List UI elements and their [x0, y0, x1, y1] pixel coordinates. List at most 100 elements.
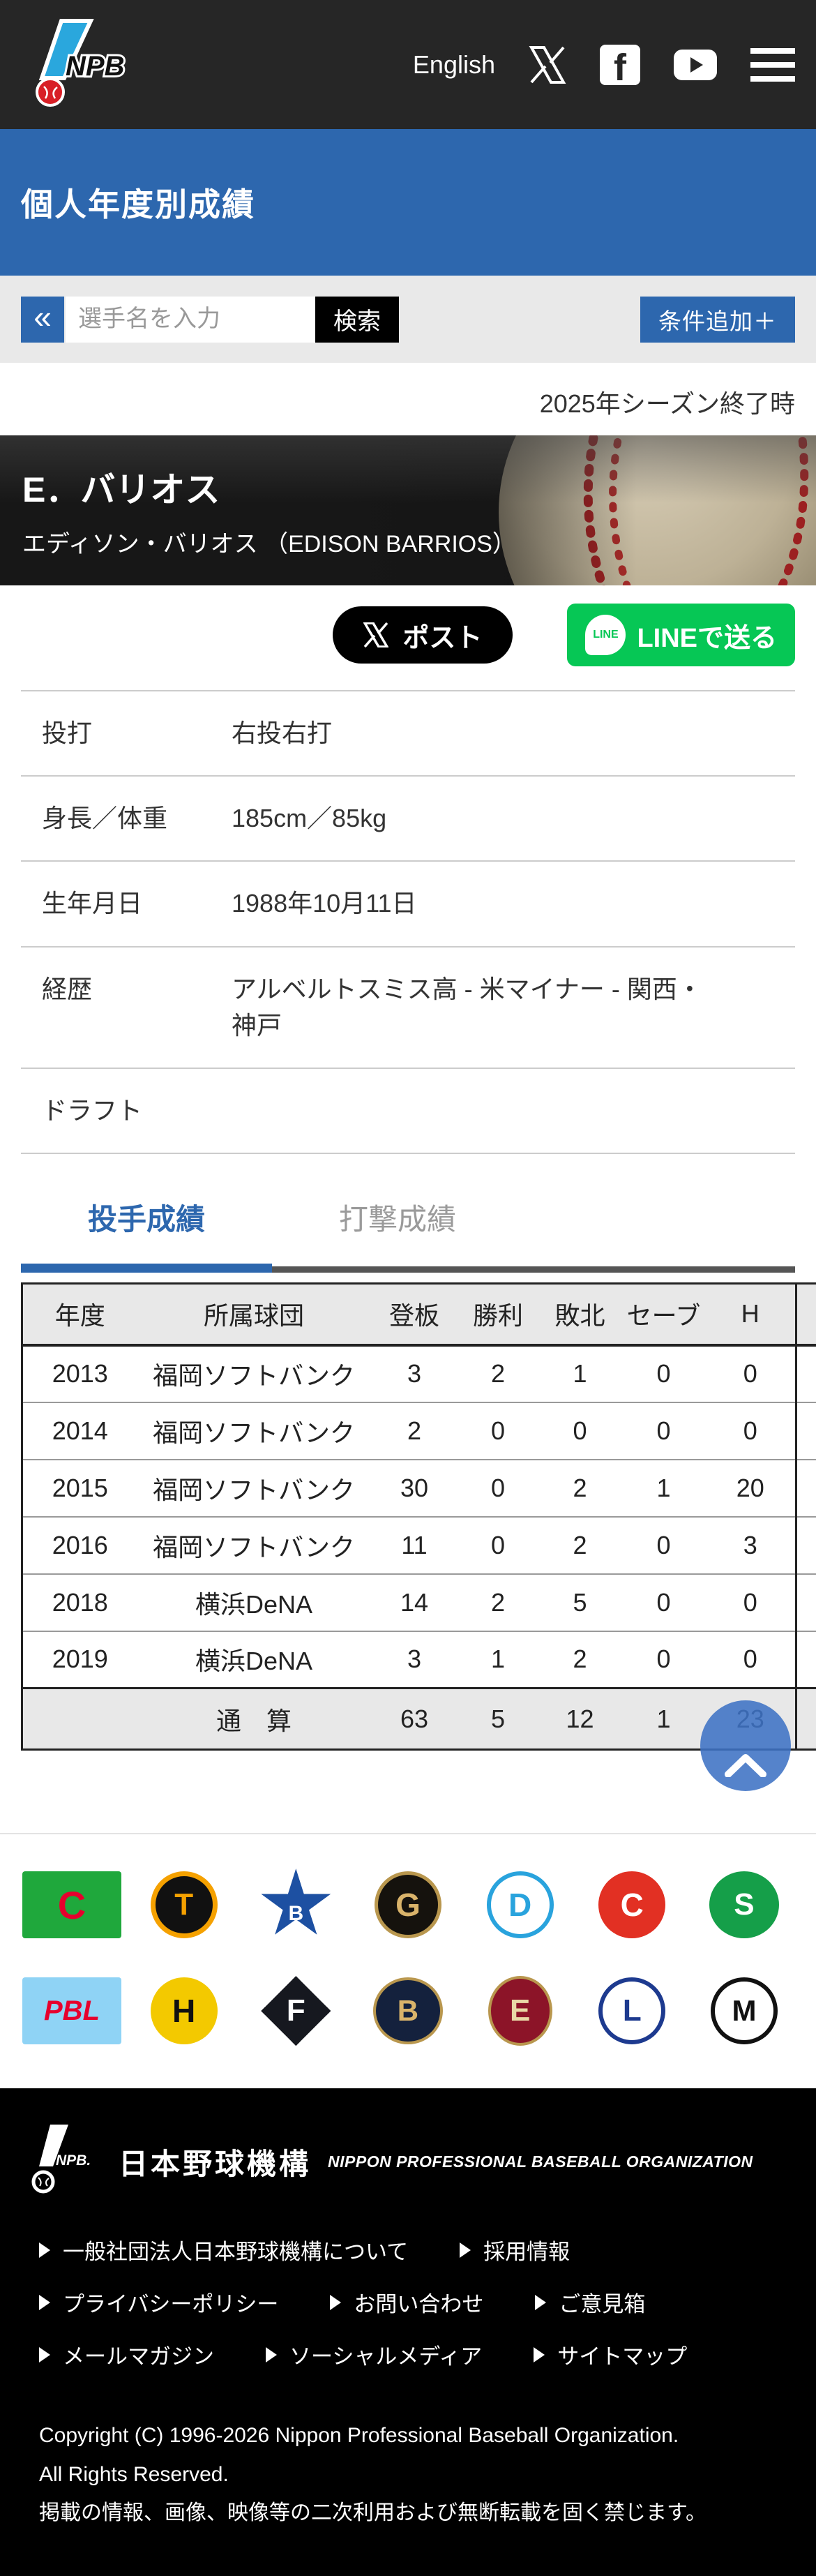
team-logo-central-league[interactable]: C [20, 1866, 124, 1943]
profile-value [232, 1093, 727, 1129]
footer-link-privacy-policy[interactable]: プライバシーポリシー [39, 2286, 278, 2318]
footer-link-sitemap[interactable]: サイトマップ [534, 2339, 687, 2370]
profile-label: 経歴 [42, 971, 232, 1044]
buffaloes-icon: B [373, 1977, 443, 2044]
footer-logo-row: NPB. 日本野球機構 NIPPON PROFESSIONAL BASEBALL… [0, 2122, 816, 2202]
hanshin-tigers-icon: T [151, 1871, 218, 1938]
profile-label: 身長／体重 [42, 800, 232, 837]
share-row: ポスト LINE LINEで送る [0, 585, 816, 690]
stats-cell: 2016 [22, 1517, 137, 1574]
page-banner: 個人年度別成績 [0, 129, 816, 276]
team-logo-yakult-swallows[interactable]: S [692, 1866, 796, 1943]
pacific-league-row: PBL H F B E L M [20, 1972, 796, 2049]
arrow-right-icon [39, 2242, 50, 2258]
team-logo-yomiuri-giants[interactable]: G [356, 1866, 460, 1943]
facebook-icon[interactable]: f [600, 45, 640, 85]
x-twitter-icon[interactable] [529, 46, 566, 84]
stats-cell: 2013 [22, 1345, 137, 1402]
stats-header-cell: 登板 [371, 1284, 458, 1345]
npb-logo[interactable]: NPB [21, 17, 141, 112]
team-logo-rakuten-eagles[interactable]: E [468, 1972, 573, 2049]
stats-cell: 14 [371, 1574, 458, 1631]
stats-header-cell: セーブ [622, 1284, 706, 1345]
stats-cell: 0 [622, 1517, 706, 1574]
stats-cell: 0 [622, 1574, 706, 1631]
profile-value: 1988年10月11日 [232, 885, 727, 922]
profile-label: ドラフト [42, 1093, 232, 1129]
scroll-top-button[interactable] [700, 1700, 791, 1791]
team-logo-hanshin-tigers[interactable]: T [132, 1866, 236, 1943]
stats-tabs: 投手成績 打撃成績 [0, 1178, 816, 1264]
stats-table-scroll-area[interactable]: 年度 所属球団 登板 勝利 敗北 セーブ H 2013 福岡ソフトバンク 3 2… [0, 1282, 816, 1751]
arrow-right-icon [460, 2242, 471, 2258]
back-button[interactable]: « [21, 297, 64, 343]
profile-row-throws-bats: 投打 右投右打 [21, 690, 795, 775]
site-footer: NPB. 日本野球機構 NIPPON PROFESSIONAL BASEBALL… [0, 2088, 816, 2576]
stats-cell: 0 [458, 1517, 538, 1574]
add-condition-button[interactable]: 条件追加＋ [640, 297, 795, 343]
profile-label: 生年月日 [42, 885, 232, 922]
stats-cell: 0 [706, 1631, 796, 1688]
footer-org-name-en: NIPPON PROFESSIONAL BASEBALL ORGANIZATIO… [328, 2152, 753, 2171]
team-logo-chiba-lotte-marines[interactable]: M [692, 1972, 796, 2049]
stats-cell: 2018 [22, 1574, 137, 1631]
npb-logo-icon: NPB [21, 17, 141, 109]
team-logo-orix-buffaloes[interactable]: B [356, 1972, 460, 2049]
team-logo-nipponham-fighters[interactable]: F [243, 1972, 348, 2049]
search-button[interactable]: 検索 [315, 297, 399, 343]
team-logo-seibu-lions[interactable]: L [580, 1972, 684, 2049]
profile-row-birthdate: 生年月日 1988年10月11日 [21, 860, 795, 945]
footer-link-contact[interactable]: お問い合わせ [330, 2286, 483, 2318]
svg-text:NPB: NPB [66, 51, 124, 82]
stats-cell: 0 [622, 1631, 706, 1688]
table-row: 2019 横浜DeNA 3 1 2 0 0 [22, 1631, 816, 1688]
youtube-icon[interactable] [674, 50, 717, 80]
stats-table: 年度 所属球団 登板 勝利 敗北 セーブ H 2013 福岡ソフトバンク 3 2… [21, 1282, 816, 1751]
page-title: 個人年度別成績 [21, 179, 255, 225]
tab-pitching-stats[interactable]: 投手成績 [21, 1178, 272, 1264]
stats-cell: 2 [371, 1402, 458, 1460]
menu-icon[interactable] [750, 48, 795, 82]
hawks-icon: H [151, 1977, 218, 2044]
table-row: 2014 福岡ソフトバンク 2 0 0 0 0 [22, 1402, 816, 1460]
footer-link-feedback[interactable]: ご意見箱 [535, 2286, 645, 2318]
season-note: 2025年シーズン終了時 [0, 363, 816, 435]
stats-cell: 3 [371, 1631, 458, 1688]
footer-links: 一般社団法人日本野球機構について 採用情報 プライバシーポリシー お問い合わせ … [0, 2234, 816, 2370]
footer-link-about[interactable]: 一般社団法人日本野球機構について [39, 2234, 408, 2266]
stats-cell: 0 [622, 1402, 706, 1460]
profile-row-height-weight: 身長／体重 185cm／85kg [21, 775, 795, 860]
arrow-right-icon [266, 2347, 277, 2362]
site-header: NPB English f [0, 0, 816, 129]
stats-cell: 0 [538, 1402, 622, 1460]
footer-npb-logo[interactable]: NPB. [25, 2122, 102, 2202]
team-logo-hiroshima-carp[interactable]: C [580, 1866, 684, 1943]
stats-header-cell: 勝利 [458, 1284, 538, 1345]
stats-cell: 1 [622, 1688, 706, 1750]
tab-batting-stats[interactable]: 打撃成績 [272, 1178, 523, 1264]
x-post-button[interactable]: ポスト [333, 606, 513, 664]
stats-header-row: 年度 所属球団 登板 勝利 敗北 セーブ H [22, 1284, 816, 1345]
team-logo-softbank-hawks[interactable]: H [132, 1972, 236, 2049]
team-logo-pacific-league[interactable]: PBL [20, 1972, 124, 2049]
stats-cell: 0 [706, 1345, 796, 1402]
language-link[interactable]: English [413, 50, 495, 80]
footer-link-social-media[interactable]: ソーシャルメディア [266, 2339, 482, 2370]
central-league-icon: C [22, 1871, 121, 1938]
line-share-button[interactable]: LINE LINEで送る [567, 604, 795, 666]
player-search-input[interactable] [66, 297, 315, 343]
profile-value: アルベルトスミス高 - 米マイナー - 関西・神戸 [232, 971, 727, 1044]
table-row: 2013 福岡ソフトバンク 3 2 1 0 0 [22, 1345, 816, 1402]
team-logo-chunichi-dragons[interactable]: D [468, 1866, 573, 1943]
arrow-right-icon [39, 2295, 50, 2310]
footer-link-mail-magazine[interactable]: メールマガジン [39, 2339, 214, 2370]
stats-cell: 2 [538, 1460, 622, 1517]
stats-header-cell: H [706, 1284, 796, 1345]
footer-link-recruit[interactable]: 採用情報 [460, 2234, 570, 2266]
svg-text:NPB.: NPB. [56, 2152, 91, 2169]
stats-cell: 横浜DeNA [137, 1631, 371, 1688]
stats-cell: 11 [371, 1517, 458, 1574]
marines-icon: M [711, 1977, 778, 2044]
x-icon [363, 622, 388, 647]
team-logo-yokohama-dena-baystars[interactable]: B [243, 1866, 348, 1943]
